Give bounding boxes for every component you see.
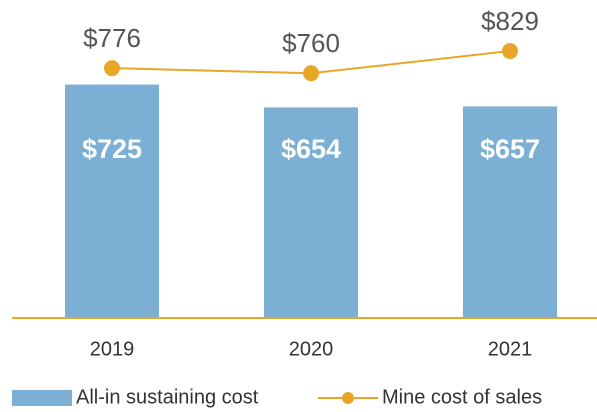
legend-swatch (342, 392, 354, 404)
x-tick-label: 2020 (289, 338, 334, 360)
point (303, 65, 319, 82)
bar (463, 106, 557, 318)
point (502, 43, 518, 60)
bar-label: $654 (281, 134, 341, 164)
legend-label: All-in sustaining cost (76, 386, 259, 408)
point (104, 60, 120, 77)
bar (65, 84, 159, 318)
legend-label: Mine cost of sales (382, 386, 542, 408)
bar (264, 107, 358, 318)
bar-label: $725 (82, 134, 142, 164)
x-tick-label: 2019 (90, 338, 135, 360)
point-label: $829 (481, 6, 539, 36)
x-tick-label: 2021 (488, 338, 533, 360)
bar-label: $657 (480, 134, 540, 164)
legend-swatch (12, 390, 72, 406)
point-label: $760 (282, 28, 340, 58)
point-label: $776 (83, 23, 141, 53)
